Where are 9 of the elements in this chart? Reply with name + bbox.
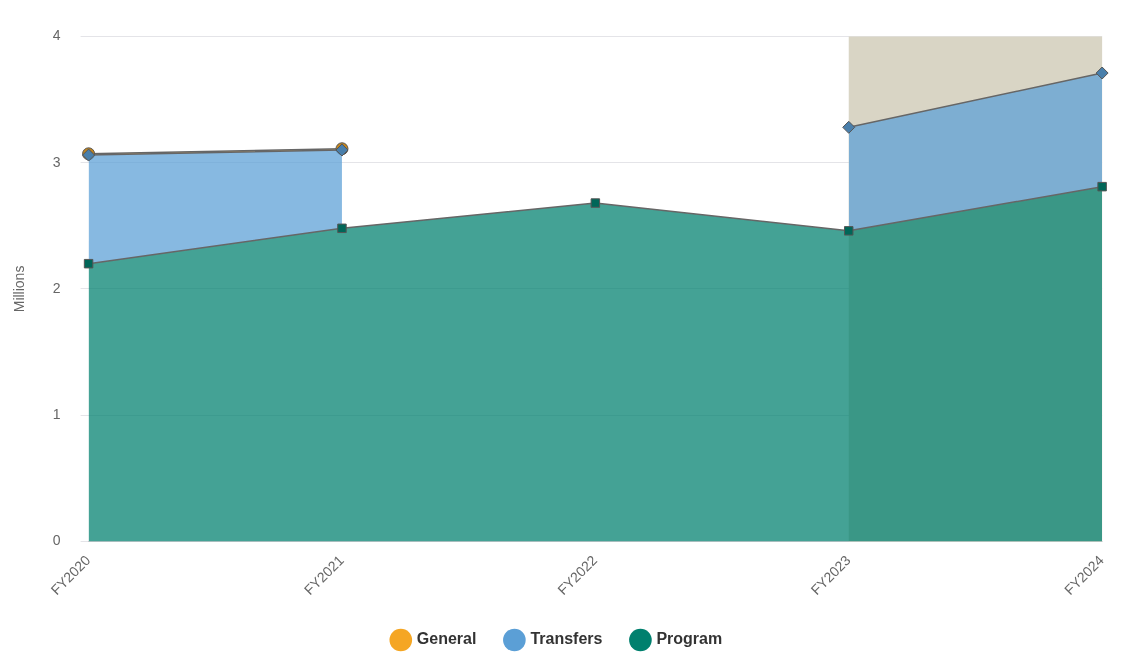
y-tick-label: 0 — [52, 532, 61, 549]
y-tick-label: 3 — [52, 153, 61, 170]
y-tick-label: 4 — [52, 27, 61, 44]
legend-label: Transfers — [530, 630, 603, 648]
y-tick-label: 1 — [52, 406, 61, 423]
y-axis-title: Millions — [11, 265, 28, 313]
legend-label: General — [416, 630, 477, 648]
y-tick-label: 2 — [52, 279, 61, 296]
legend-label: Program — [656, 630, 723, 648]
